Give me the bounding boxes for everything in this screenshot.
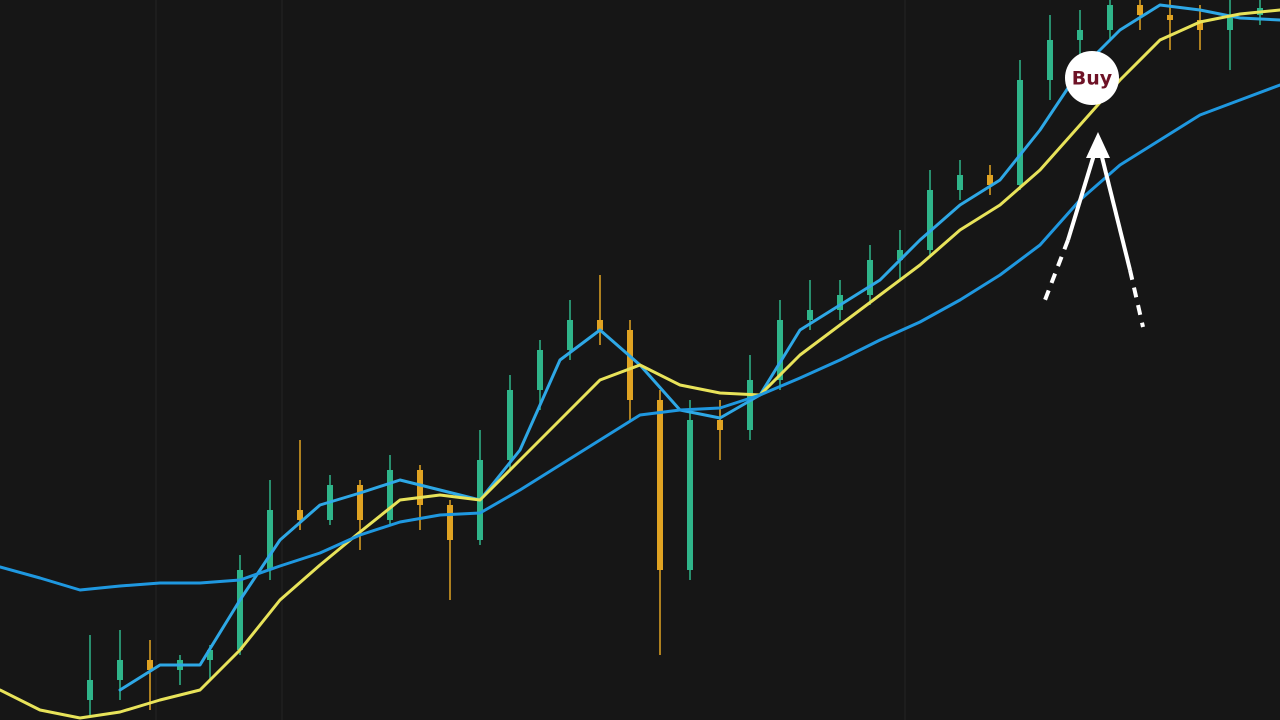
arrow-line [1128, 269, 1145, 328]
candle-body [387, 470, 393, 520]
candle-body [627, 330, 633, 400]
buy-label: Buy [1072, 68, 1113, 90]
buy-marker [1065, 51, 1119, 105]
candle-body [927, 190, 933, 250]
arrow-line [1066, 144, 1099, 241]
candle-body [687, 420, 693, 570]
arrow-line [1097, 144, 1132, 271]
candle-body [537, 350, 543, 390]
candle-body [597, 320, 603, 330]
candle-body [1227, 15, 1233, 30]
candle-body [837, 295, 843, 310]
candle-body [717, 420, 723, 430]
candle-body [267, 510, 273, 570]
candle-body [147, 660, 153, 670]
candle-body [567, 320, 573, 350]
candle-body [207, 650, 213, 660]
candle-body [507, 390, 513, 460]
candle-body [297, 510, 303, 520]
arrow-head [1086, 132, 1110, 158]
candle-body [1047, 40, 1053, 80]
candle-body [897, 250, 903, 260]
candle-body [117, 660, 123, 680]
candle-body [1107, 5, 1113, 30]
candle-body [447, 505, 453, 540]
moving-average-line [0, 8, 1280, 720]
candle-body [747, 380, 753, 430]
candle-body [87, 680, 93, 700]
candle-body [1077, 30, 1083, 40]
candle-body [357, 485, 363, 520]
moving-average-line [0, 83, 1280, 592]
candle-body [417, 470, 423, 505]
candle-body [1017, 80, 1023, 185]
candle-body [657, 400, 663, 570]
candle-body [1197, 20, 1203, 30]
candle-body [1137, 5, 1143, 15]
candle-body [867, 260, 873, 295]
candle-body [237, 570, 243, 650]
candle-body [957, 175, 963, 190]
candle-body [777, 320, 783, 380]
candle-body [807, 310, 813, 320]
candle-body [1167, 15, 1173, 20]
candle-body [987, 175, 993, 185]
buy-arrow [1043, 132, 1145, 328]
